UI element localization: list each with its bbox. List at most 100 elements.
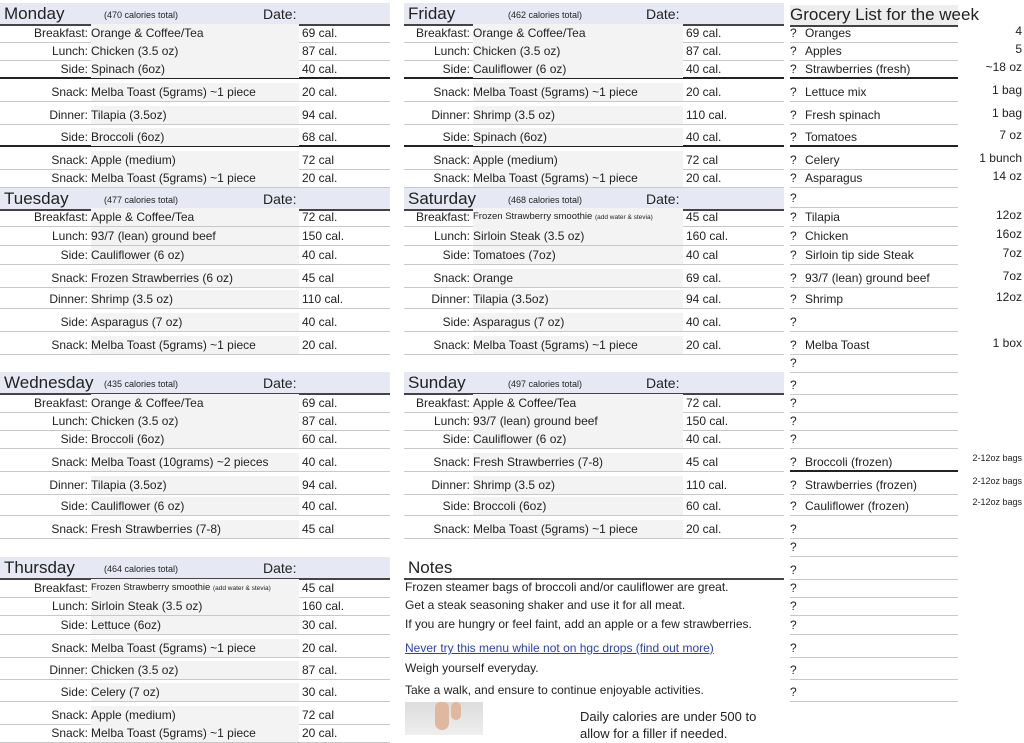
grocery-item[interactable]: ? 93/7 (lean) ground beef bbox=[790, 265, 958, 288]
grocery-item[interactable]: ? bbox=[790, 431, 958, 449]
grocery-item[interactable]: ? Tomatoes bbox=[790, 125, 958, 147]
meal-label: Snack: bbox=[51, 708, 88, 722]
meal-label: Snack: bbox=[51, 726, 88, 740]
checkbox-icon[interactable]: ? bbox=[790, 414, 797, 428]
checkbox-icon[interactable]: ? bbox=[790, 599, 797, 613]
date-label: Date: bbox=[263, 375, 297, 391]
grocery-item[interactable]: ? bbox=[790, 309, 958, 332]
grocery-item[interactable]: ? bbox=[790, 658, 958, 680]
checkbox-icon[interactable]: ? bbox=[790, 499, 797, 513]
meal-item-text: Melba Toast (5grams) ~1 piece bbox=[473, 85, 638, 99]
meal-row: Snack: Melba Toast (5grams) ~1 piece 20 ca… bbox=[0, 79, 390, 102]
checkbox-icon[interactable]: ? bbox=[790, 271, 797, 285]
checkbox-icon[interactable]: ? bbox=[790, 26, 797, 40]
grocery-item[interactable]: ? bbox=[790, 373, 958, 395]
checkbox-icon[interactable]: ? bbox=[790, 685, 797, 699]
note-line: Get a steak seasoning shaker and use it … bbox=[405, 598, 686, 612]
grocery-item[interactable]: ? Cauliflower (frozen) bbox=[790, 495, 958, 516]
meal-label: Breakfast: bbox=[415, 26, 470, 40]
checkbox-icon[interactable]: ? bbox=[790, 618, 797, 632]
grocery-item[interactable]: ? bbox=[790, 539, 958, 557]
checkbox-icon[interactable]: ? bbox=[790, 153, 797, 167]
meal-item: Shrimp (3.5 oz) bbox=[473, 476, 683, 494]
grocery-item[interactable]: ? Shrimp bbox=[790, 288, 958, 309]
meal-item-text: Tilapia (3.5oz) bbox=[473, 292, 549, 306]
checkbox-icon[interactable]: ? bbox=[790, 641, 797, 655]
grocery-item[interactable]: ? bbox=[790, 188, 958, 208]
checkbox-icon[interactable]: ? bbox=[790, 338, 797, 352]
day-block-monday: Monday (470 calories total) Date: Breakfast… bbox=[0, 0, 390, 740]
grocery-item[interactable]: ? Strawberries (frozen) bbox=[790, 472, 958, 495]
grocery-item[interactable]: ? Chicken bbox=[790, 227, 958, 246]
checkbox-icon[interactable]: ? bbox=[790, 248, 797, 262]
grocery-item[interactable]: ? Asparagus bbox=[790, 170, 958, 188]
checkbox-icon[interactable]: ? bbox=[790, 171, 797, 185]
grocery-item[interactable]: ? Oranges bbox=[790, 25, 958, 43]
checkbox-icon[interactable]: ? bbox=[790, 229, 797, 243]
grocery-item[interactable]: ? bbox=[790, 355, 958, 373]
checkbox-icon[interactable]: ? bbox=[790, 581, 797, 595]
checkbox-icon[interactable]: ? bbox=[790, 432, 797, 446]
checkbox-icon[interactable]: ? bbox=[790, 191, 797, 205]
grocery-item-name: Sirloin tip side Steak bbox=[805, 248, 914, 262]
checkbox-icon[interactable]: ? bbox=[790, 563, 797, 577]
grocery-item[interactable]: ? Tilapia bbox=[790, 208, 958, 227]
meal-label: Lunch: bbox=[51, 44, 88, 58]
meal-item-text: Apple & Coffee/Tea bbox=[91, 210, 195, 224]
checkbox-icon[interactable]: ? bbox=[790, 663, 797, 677]
grocery-item[interactable]: ? Strawberries (fresh) bbox=[790, 61, 958, 79]
grocery-item[interactable]: ? bbox=[790, 413, 958, 431]
meal-item-note: (add water & stevia) bbox=[212, 585, 271, 592]
grocery-item[interactable]: ? bbox=[790, 516, 958, 539]
meal-calories: 20 cal. bbox=[686, 338, 722, 352]
checkbox-icon[interactable]: ? bbox=[790, 315, 797, 329]
checkbox-icon[interactable]: ? bbox=[790, 396, 797, 410]
checkbox-icon[interactable]: ? bbox=[790, 62, 797, 76]
grocery-item[interactable]: ? Apples bbox=[790, 43, 958, 61]
meal-row: Snack: Melba Toast (5grams) ~1 piece 20 ca… bbox=[404, 169, 784, 188]
grocery-item[interactable]: ? bbox=[790, 557, 958, 580]
meal-row: Breakfast: Orange & Coffee/Tea 69 cal. bbox=[0, 24, 390, 43]
grocery-item[interactable]: ? bbox=[790, 580, 958, 598]
meal-item: Orange bbox=[473, 269, 683, 287]
meal-item-text: Melba Toast (5grams) ~1 piece bbox=[473, 171, 638, 185]
meal-label: Side: bbox=[60, 618, 88, 632]
grocery-item[interactable]: ? bbox=[790, 616, 958, 635]
meal-item: Spinach (6oz) bbox=[473, 128, 683, 146]
meal-item: Shrimp (3.5 oz) bbox=[473, 106, 683, 124]
grocery-item[interactable]: ? Sirloin tip side Steak bbox=[790, 246, 958, 265]
grocery-item[interactable]: ? bbox=[790, 680, 958, 702]
checkbox-icon[interactable]: ? bbox=[790, 356, 797, 370]
meal-row: Lunch: 93/7 (lean) ground beef 150 cal. bbox=[404, 412, 784, 431]
grocery-item[interactable]: ? Celery bbox=[790, 147, 958, 170]
grocery-item[interactable]: ? Melba Toast bbox=[790, 332, 958, 355]
checkbox-icon[interactable]: ? bbox=[790, 85, 797, 99]
meal-item-text: Melba Toast (5grams) ~1 piece bbox=[91, 641, 256, 655]
meal-label: Dinner: bbox=[431, 108, 470, 122]
grocery-item[interactable]: ? bbox=[790, 635, 958, 658]
checkbox-icon[interactable]: ? bbox=[790, 130, 797, 144]
checkbox-icon[interactable]: ? bbox=[790, 522, 797, 536]
meal-label: Side: bbox=[442, 499, 470, 513]
meal-label: Side: bbox=[60, 248, 88, 262]
grocery-item[interactable]: ? Broccoli (frozen) bbox=[790, 449, 958, 472]
grocery-item[interactable]: ? Lettuce mix bbox=[790, 79, 958, 102]
checkbox-icon[interactable]: ? bbox=[790, 108, 797, 122]
checkbox-icon[interactable]: ? bbox=[790, 455, 797, 469]
meal-row: Lunch: Sirloin Steak (3.5 oz) 160 cal. bbox=[0, 597, 390, 616]
hgc-info-link[interactable]: Never try this menu while not on hgc dro… bbox=[405, 641, 714, 655]
grocery-item[interactable]: ? Fresh spinach bbox=[790, 102, 958, 125]
grocery-item[interactable]: ? bbox=[790, 598, 958, 616]
meal-row: Breakfast: Frozen Strawberry smoothie (ad… bbox=[0, 579, 390, 598]
meal-item: Fresh Strawberries (7-8) bbox=[473, 453, 683, 471]
checkbox-icon[interactable]: ? bbox=[790, 292, 797, 306]
day-name: Thursday bbox=[4, 558, 75, 577]
checkbox-icon[interactable]: ? bbox=[790, 44, 797, 58]
date-field[interactable] bbox=[300, 557, 380, 578]
checkbox-icon[interactable]: ? bbox=[790, 478, 797, 492]
checkbox-icon[interactable]: ? bbox=[790, 378, 797, 392]
grocery-item[interactable]: ? bbox=[790, 395, 958, 413]
checkbox-icon[interactable]: ? bbox=[790, 210, 797, 224]
checkbox-icon[interactable]: ? bbox=[790, 540, 797, 554]
date-field[interactable] bbox=[704, 372, 784, 393]
